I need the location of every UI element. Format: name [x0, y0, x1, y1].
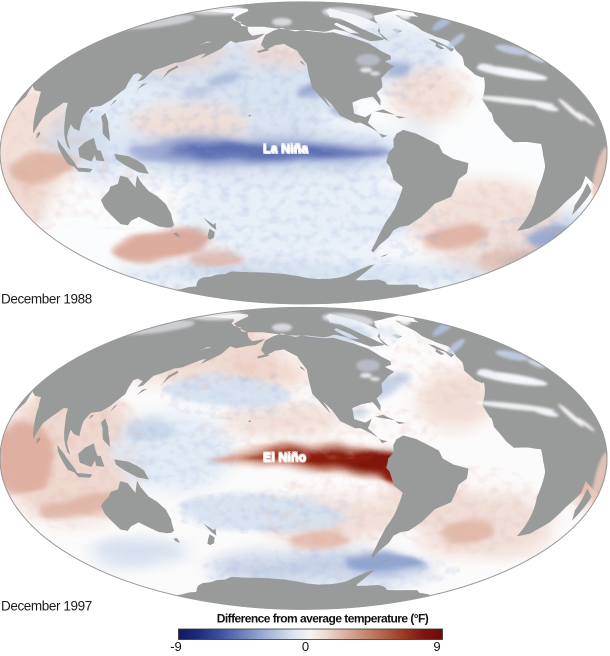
svg-text:El Niño: El Niño: [263, 451, 306, 465]
svg-text:La Niña: La Niña: [262, 141, 308, 155]
svg-text:El Niño: El Niño: [264, 450, 307, 464]
svg-text:La Niña: La Niña: [264, 143, 310, 157]
svg-text:El Niño: El Niño: [264, 451, 307, 465]
svg-text:La Niña: La Niña: [264, 141, 310, 155]
svg-text:El Niño: El Niño: [262, 450, 305, 464]
svg-text:December 1988: December 1988: [1, 292, 92, 307]
svg-text:La Niña: La Niña: [263, 142, 309, 156]
svg-text:-9: -9: [170, 639, 182, 654]
svg-text:9: 9: [433, 639, 440, 654]
svg-text:El Niño: El Niño: [262, 451, 305, 465]
svg-text:December 1997: December 1997: [1, 599, 92, 614]
svg-text:0: 0: [302, 639, 309, 654]
svg-text:Difference from average temper: Difference from average temperature (°F): [217, 612, 429, 626]
svg-text:La Niña: La Niña: [262, 143, 308, 157]
